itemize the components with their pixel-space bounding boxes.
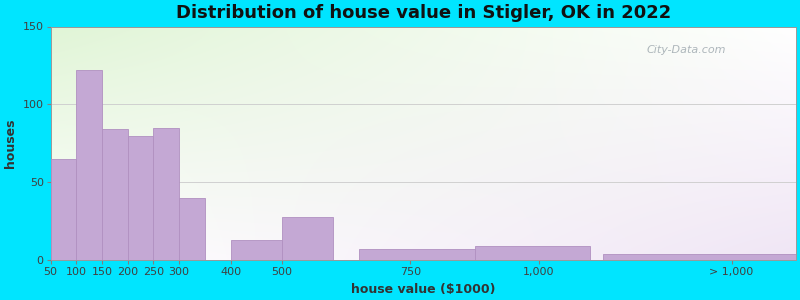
Bar (230, 240, 282, 260)
Y-axis label: houses: houses (4, 119, 17, 168)
Text: City-Data.com: City-Data.com (646, 45, 726, 55)
Bar (474, 246, 590, 260)
Bar (128, 136, 154, 260)
Bar (603, 254, 796, 260)
Bar (76, 70, 102, 260)
Bar (154, 128, 179, 260)
Title: Distribution of house value in Stigler, OK in 2022: Distribution of house value in Stigler, … (176, 4, 671, 22)
Bar (282, 217, 334, 260)
Bar (359, 249, 474, 260)
X-axis label: house value ($1000): house value ($1000) (351, 283, 495, 296)
Bar (179, 198, 205, 260)
Bar (50, 159, 76, 260)
Bar (102, 129, 128, 260)
